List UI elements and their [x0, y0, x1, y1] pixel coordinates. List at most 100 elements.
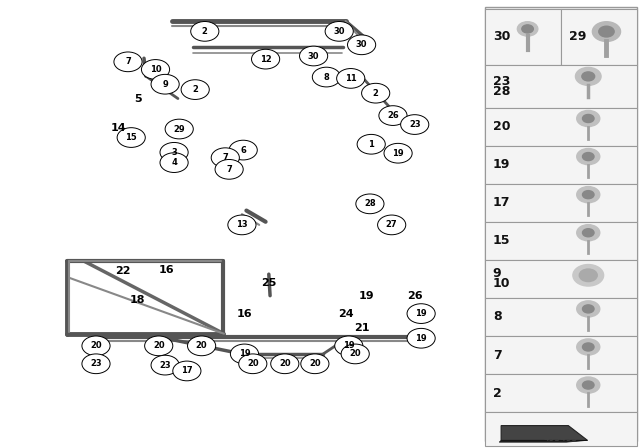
Circle shape — [582, 381, 594, 389]
Text: 25: 25 — [261, 278, 276, 288]
Circle shape — [230, 344, 259, 364]
Circle shape — [362, 83, 390, 103]
Circle shape — [160, 153, 188, 172]
Circle shape — [356, 194, 384, 214]
FancyBboxPatch shape — [485, 9, 561, 65]
Text: 19: 19 — [392, 149, 404, 158]
Text: 18: 18 — [130, 295, 145, 305]
Text: 23: 23 — [493, 75, 510, 88]
Circle shape — [271, 354, 299, 374]
Circle shape — [301, 354, 329, 374]
Text: 23: 23 — [90, 359, 102, 368]
Circle shape — [160, 142, 188, 162]
Circle shape — [407, 304, 435, 323]
Circle shape — [337, 69, 365, 88]
Circle shape — [252, 49, 280, 69]
Text: 2: 2 — [493, 387, 502, 400]
Text: 20: 20 — [279, 359, 291, 368]
Text: 17: 17 — [181, 366, 193, 375]
Circle shape — [117, 128, 145, 147]
Circle shape — [577, 186, 600, 202]
Circle shape — [229, 140, 257, 160]
Circle shape — [239, 354, 267, 374]
Text: 26: 26 — [407, 291, 422, 301]
Text: 8: 8 — [324, 73, 329, 82]
Circle shape — [577, 110, 600, 127]
Text: 20: 20 — [247, 359, 259, 368]
Polygon shape — [499, 440, 588, 442]
Text: 16: 16 — [237, 310, 252, 319]
Text: 19: 19 — [239, 349, 250, 358]
Circle shape — [341, 344, 369, 364]
Circle shape — [582, 228, 594, 237]
Text: 30: 30 — [493, 30, 510, 43]
Text: 20: 20 — [153, 341, 164, 350]
Circle shape — [151, 355, 179, 375]
FancyBboxPatch shape — [485, 7, 637, 441]
Text: 19: 19 — [415, 334, 427, 343]
Circle shape — [582, 191, 594, 199]
Circle shape — [335, 336, 363, 356]
Text: 23: 23 — [409, 120, 420, 129]
Text: 27: 27 — [386, 220, 397, 229]
Circle shape — [407, 328, 435, 348]
Circle shape — [181, 80, 209, 99]
Text: 26: 26 — [387, 111, 399, 120]
Circle shape — [300, 46, 328, 66]
Text: 7: 7 — [493, 349, 502, 362]
FancyBboxPatch shape — [485, 146, 637, 184]
Text: 15: 15 — [125, 133, 137, 142]
Circle shape — [582, 72, 595, 81]
Text: 3: 3 — [172, 148, 177, 157]
Text: 13: 13 — [236, 220, 248, 229]
Text: 6: 6 — [240, 146, 246, 155]
Text: 30: 30 — [308, 52, 319, 60]
Text: 11: 11 — [345, 74, 356, 83]
Circle shape — [348, 35, 376, 55]
Text: 30: 30 — [356, 40, 367, 49]
Circle shape — [215, 159, 243, 179]
Circle shape — [357, 134, 385, 154]
Circle shape — [141, 60, 170, 79]
Text: 5: 5 — [134, 95, 141, 104]
Text: 4: 4 — [171, 158, 177, 167]
Text: 10: 10 — [150, 65, 161, 74]
Text: 7: 7 — [223, 153, 228, 162]
FancyBboxPatch shape — [485, 184, 637, 222]
FancyBboxPatch shape — [485, 108, 637, 146]
Circle shape — [82, 336, 110, 356]
Circle shape — [582, 305, 594, 313]
Text: 493493: 493493 — [544, 434, 578, 443]
Circle shape — [114, 52, 142, 72]
Text: 2: 2 — [202, 27, 208, 36]
Text: 15: 15 — [493, 234, 510, 247]
Text: 9: 9 — [493, 267, 501, 280]
FancyBboxPatch shape — [485, 260, 637, 298]
FancyBboxPatch shape — [485, 222, 637, 260]
Text: 20: 20 — [196, 341, 207, 350]
Circle shape — [173, 361, 201, 381]
Circle shape — [582, 115, 594, 122]
Circle shape — [582, 152, 594, 160]
Circle shape — [577, 377, 600, 393]
Text: 20: 20 — [349, 349, 361, 358]
Circle shape — [211, 148, 239, 168]
Text: 9: 9 — [163, 80, 168, 89]
FancyBboxPatch shape — [561, 9, 637, 65]
Circle shape — [165, 119, 193, 139]
Circle shape — [582, 343, 594, 351]
Circle shape — [325, 22, 353, 41]
Circle shape — [593, 22, 621, 42]
Text: 20: 20 — [90, 341, 102, 350]
Circle shape — [151, 74, 179, 94]
Text: 2: 2 — [192, 85, 198, 94]
Text: 29: 29 — [569, 30, 586, 43]
Text: 19: 19 — [343, 341, 355, 350]
Text: 19: 19 — [358, 291, 374, 301]
Circle shape — [379, 106, 407, 125]
Text: 1: 1 — [368, 140, 374, 149]
Circle shape — [228, 215, 256, 235]
Text: 14: 14 — [111, 123, 126, 133]
Text: 20: 20 — [493, 120, 510, 133]
Circle shape — [145, 336, 173, 356]
